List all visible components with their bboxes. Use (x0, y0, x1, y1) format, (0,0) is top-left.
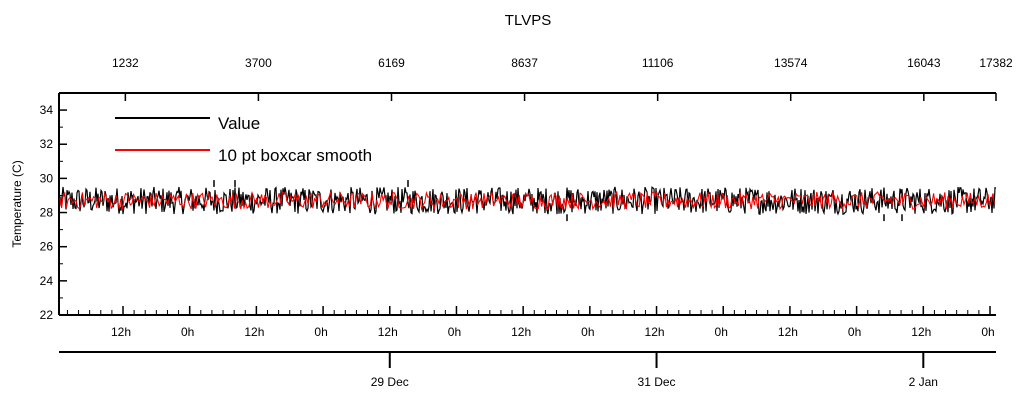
plot-area (59, 180, 997, 222)
series-smooth-line (59, 190, 995, 212)
y-tick-label: 22 (40, 308, 54, 322)
date-tick-label: 2 Jan (909, 375, 938, 389)
time-tick-label: 0h (715, 325, 728, 339)
top-tick-label: 1232 (112, 56, 139, 70)
time-tick-label: 12h (645, 325, 665, 339)
y-tick-label: 32 (40, 137, 54, 151)
top-tick-label: 13574 (774, 56, 808, 70)
time-tick-label: 12h (378, 325, 398, 339)
top-tick-label: 3700 (245, 56, 272, 70)
time-tick-label: 12h (778, 325, 798, 339)
y-tick-label: 26 (40, 240, 54, 254)
legend: Value 10 pt boxcar smooth (115, 114, 372, 165)
time-tick-label: 0h (848, 325, 861, 339)
y-axis-label: Temperature (C) (10, 160, 24, 247)
time-tick-label: 12h (911, 325, 931, 339)
y-tick-label: 28 (40, 206, 54, 220)
top-tick-label: 16043 (907, 56, 941, 70)
y-tick-label: 30 (40, 171, 54, 185)
bottom-time-axis: 12h 0h 12h 0h 12h 0h 12h 0h 12h 0h 12h 0h 12h 0h (66, 306, 995, 339)
top-tick-label: 8637 (511, 56, 538, 70)
time-tick-label: 0h (981, 325, 994, 339)
time-tick-label: 12h (511, 325, 531, 339)
legend-label-smooth: 10 pt boxcar smooth (218, 146, 372, 165)
y-tick-label: 24 (40, 274, 54, 288)
date-tick-label: 31 Dec (638, 375, 676, 389)
top-tick-label: 6169 (378, 56, 405, 70)
y-tick-label: 34 (40, 103, 54, 117)
time-tick-label: 12h (244, 325, 264, 339)
top-tick-label: 11106 (642, 56, 674, 70)
date-axis: 29 Dec 31 Dec 2 Jan (371, 352, 938, 389)
y-axis: 22 24 26 28 30 32 34 (40, 103, 67, 322)
time-tick-label: 0h (314, 325, 327, 339)
date-tick-label: 29 Dec (371, 375, 409, 389)
chart-title: TLVPS (505, 12, 551, 29)
top-tick-label: 17382 (979, 56, 1013, 70)
series-value-line (59, 186, 997, 216)
time-tick-label: 12h (111, 325, 131, 339)
legend-label-value: Value (218, 114, 260, 133)
time-tick-label: 0h (448, 325, 461, 339)
time-tick-label: 0h (581, 325, 594, 339)
top-axis: 1232 3700 6169 8637 11106 13574 16043 17382 (112, 56, 1013, 101)
time-tick-label: 0h (181, 325, 194, 339)
